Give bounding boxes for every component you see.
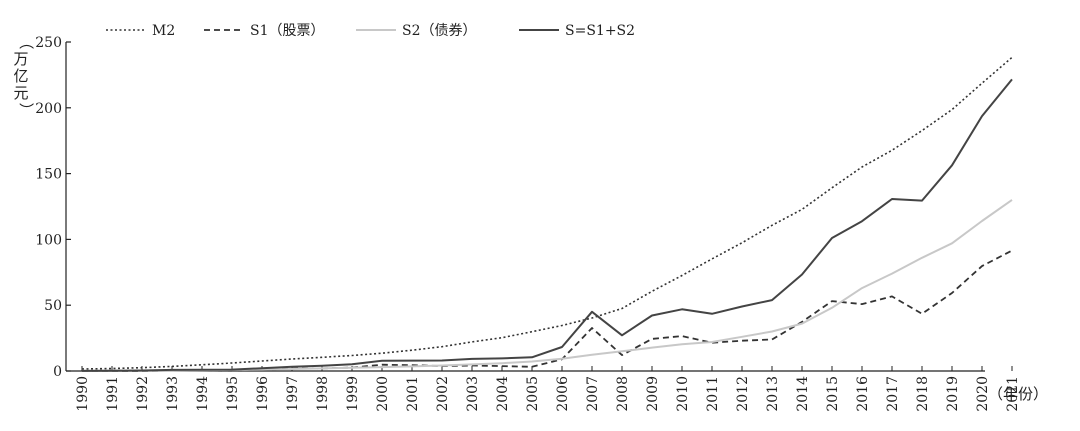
x-tick-label: 2013 — [765, 376, 781, 412]
y-axis-label-char: （ — [17, 34, 35, 49]
x-tick-label: 2020 — [975, 376, 991, 412]
x-tick-label: 1993 — [165, 376, 181, 412]
x-tick-label: 1994 — [195, 376, 211, 412]
x-tick-label: 2000 — [375, 376, 391, 412]
legend: M2 S1（股票） S2（债券） S=S1+S2 — [106, 23, 635, 39]
x-tick-label: 2003 — [465, 376, 481, 412]
legend-label: M2 — [152, 23, 175, 39]
x-tick-label: 2017 — [885, 376, 901, 412]
x-tick-label: 1992 — [135, 376, 151, 412]
legend-label: S=S1+S2 — [565, 23, 635, 39]
x-tick-label: 2002 — [435, 376, 451, 412]
y-tick-label: 0 — [53, 364, 62, 380]
x-tick-label: 2019 — [945, 376, 961, 412]
x-tick-label: 2015 — [825, 376, 841, 412]
y-axis-label-char: ） — [17, 102, 35, 117]
x-tick-label: 2006 — [555, 376, 571, 412]
x-tick-label: 2005 — [525, 376, 541, 412]
y-tick-label: 150 — [35, 167, 62, 183]
x-tick-label: 2004 — [495, 376, 511, 412]
x-tick-label: 2012 — [735, 376, 751, 412]
y-ticks: 0 50 100 150 200 250 — [35, 35, 71, 380]
x-tick-label: 2001 — [405, 376, 421, 412]
x-tick-label: 2011 — [705, 376, 721, 412]
x-tick-label: 1991 — [105, 376, 121, 412]
series-layer — [81, 56, 1013, 372]
x-tick-label: 2008 — [615, 376, 631, 412]
x-tick-label: 2010 — [675, 376, 691, 412]
x-axis-label: （年份） — [988, 385, 1048, 403]
legend-label: S1（股票） — [250, 23, 325, 39]
y-axis-label-char: 万 — [13, 50, 28, 68]
y-axis-label-char: 元 — [13, 84, 28, 102]
x-ticks: 1990 1991 1992 1993 1994 1995 1996 1997 1998 1999… — [75, 366, 1021, 412]
axes — [65, 42, 985, 372]
y-tick-label: 50 — [44, 298, 62, 314]
x-tick-label: 2018 — [915, 376, 931, 412]
x-tick-label: 2014 — [795, 376, 811, 412]
x-tick-label: 2007 — [585, 376, 601, 412]
y-tick-label: 250 — [35, 35, 62, 51]
series-line-3 — [81, 78, 1013, 372]
y-tick-label: 100 — [35, 232, 62, 248]
y-axis-label-char: 亿 — [13, 67, 28, 85]
x-tick-label: 2016 — [855, 376, 871, 412]
x-tick-label: 1998 — [315, 376, 331, 412]
x-tick-label: 2021 — [1005, 376, 1021, 412]
legend-label: S2（债券） — [402, 23, 477, 39]
y-axis-label: （万亿元） — [13, 34, 35, 117]
series-line-2 — [81, 199, 1013, 372]
x-tick-label: 1990 — [75, 376, 91, 412]
x-tick-label: 1997 — [285, 376, 301, 412]
x-tick-label: 2009 — [645, 376, 661, 412]
x-tick-label: 1999 — [345, 376, 361, 412]
x-tick-label: 1996 — [255, 376, 271, 412]
y-tick-label: 200 — [35, 101, 62, 117]
x-tick-label: 1995 — [225, 376, 241, 412]
